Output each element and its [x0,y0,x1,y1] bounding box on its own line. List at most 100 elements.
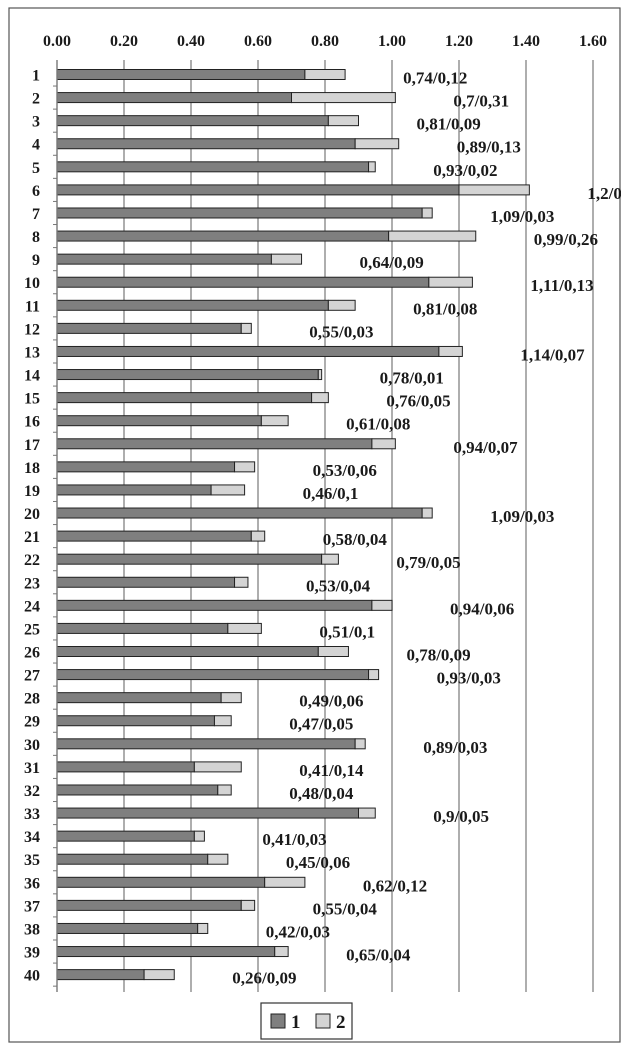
data-label: 0,46/0,1 [303,484,359,503]
category-label: 36 [24,875,40,892]
bar-series-1 [56,138,356,150]
bar-series-2 [311,392,329,404]
bar-series-1 [56,276,430,288]
data-label: 0,7/0,31 [453,92,509,111]
bar-series-2 [270,253,303,265]
category-label: 11 [25,298,40,315]
data-label: 0,89/0,03 [423,738,487,757]
data-label: 0,48/0,04 [289,784,354,803]
bar-series-2 [327,115,360,127]
bar-series-2 [458,184,530,196]
category-label: 1 [32,68,40,85]
data-label: 0,55/0,04 [313,899,378,918]
bar-series-1 [56,507,423,519]
category-label: 15 [24,391,40,408]
bar-series-2 [250,530,266,542]
data-label: 1,09/0,03 [490,207,554,226]
bar-series-1 [56,784,219,796]
x-tick-label: 1.40 [512,33,540,50]
category-label: 34 [24,829,40,846]
data-label: 0,47/0,05 [289,715,353,734]
data-label: 0,58/0,04 [323,530,388,549]
bar-series-1 [56,345,440,357]
bar-series-1 [56,969,145,981]
bar-series-1 [56,161,370,173]
bar-series-2 [207,853,229,865]
bar-series-2 [217,784,232,796]
bar-series-2 [327,299,356,311]
x-axis-tick-labels: 0.00 0.20 0.40 0.60 0.80 1.00 1.20 1.40 1.60 [43,33,607,50]
bar-series-1 [56,946,276,958]
bar-series-2 [304,69,346,80]
category-label: 12 [24,321,40,338]
category-label: 9 [32,252,40,269]
bar-series-1 [56,253,272,265]
category-label: 24 [24,598,40,615]
data-label: 0,53/0,06 [313,461,377,480]
bar-series-1 [56,392,313,404]
category-label: 32 [24,783,40,800]
data-label: 0,9/0,05 [433,807,489,826]
bar-series-2 [240,899,256,911]
data-label: 0,61/0,08 [346,415,410,434]
data-label: 0,74/0,12 [403,69,467,88]
bar-series-1 [56,484,212,496]
data-label: 1,09/0,03 [490,507,554,526]
bar-series-1 [56,922,199,934]
bar-series-1 [56,646,319,657]
x-tick-label: 1.00 [378,33,406,50]
data-label: 0,41/0,03 [262,830,326,849]
category-label: 29 [24,714,40,731]
data-label: 0,42/0,03 [266,922,330,941]
bar-series-2 [317,369,323,381]
data-label: 0,78/0,09 [406,646,470,665]
category-label: 10 [24,275,40,292]
data-label: 0,45/0,06 [286,853,350,872]
bar-series-2 [438,345,463,357]
category-label: 6 [32,183,40,200]
data-label: 1,14/0,07 [520,345,585,364]
bar-series-1 [56,738,356,750]
data-label: 0,93/0,02 [433,161,497,180]
bar-series-2 [354,138,400,150]
x-tick-label: 0.60 [244,33,272,50]
data-label: 0,81/0,09 [417,115,481,134]
bar-series-2 [388,230,477,242]
bar-series-1 [56,322,242,334]
legend-swatch-series-2 [315,1013,331,1029]
bar-series-2 [371,438,396,450]
data-label: 0,76/0,05 [386,392,450,411]
category-label: 18 [24,460,40,477]
category-label: 7 [32,206,40,223]
bar-series-2 [220,692,242,704]
legend-label-series-2: 2 [336,1012,346,1033]
bar-series-1 [56,715,215,727]
category-label: 19 [24,483,40,500]
data-label: 0,55/0,03 [309,322,373,341]
bar-series-1 [56,530,252,542]
category-label: 21 [24,529,40,546]
x-tick-label: 1.60 [579,33,607,50]
data-label: 0,78/0,01 [380,369,444,388]
bar-series-2 [371,599,393,611]
axes [53,60,58,992]
category-label: 31 [24,760,40,777]
data-label: 0,94/0,06 [450,599,514,618]
bar-series-1 [56,622,229,634]
bar-series-2 [421,207,433,219]
bar-series-2 [193,761,242,773]
bar-series-2 [197,922,209,934]
bar-series-1 [56,576,236,588]
category-label: 14 [24,368,40,385]
bar-series-1 [56,853,209,865]
data-label: 0,53/0,04 [306,576,371,595]
bar-series-1 [56,299,329,311]
data-label: 0,79/0,05 [396,553,460,572]
category-label: 30 [24,737,40,754]
bar-series-2 [358,807,376,819]
bar-series-1 [56,438,373,450]
data-label: 0,94/0,07 [453,438,518,457]
